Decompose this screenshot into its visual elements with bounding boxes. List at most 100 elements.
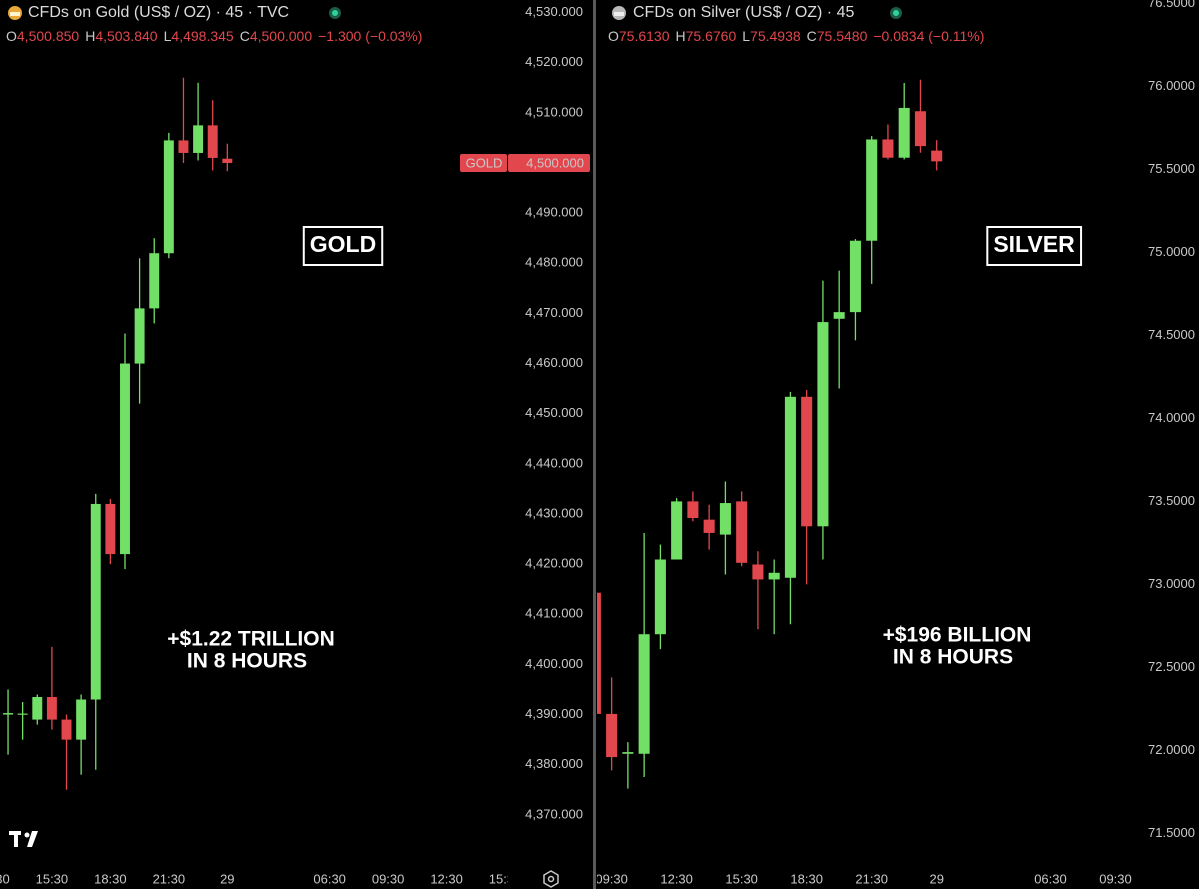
y-tick-label: 4,410.000 xyxy=(525,606,583,621)
candle-body xyxy=(3,713,14,715)
symbol-logo-bar xyxy=(614,12,624,16)
candle-body xyxy=(222,158,233,163)
candle-body xyxy=(719,503,731,535)
y-tick-label: 73.0000 xyxy=(1148,576,1195,591)
candle-body xyxy=(17,713,28,715)
candle-body xyxy=(622,752,634,754)
annotation: IN 8 HOURS xyxy=(893,646,1013,669)
x-tick-label: 09:30 xyxy=(595,871,628,886)
y-tick-label: 75.0000 xyxy=(1148,244,1195,259)
ohlc-key: L xyxy=(164,28,172,44)
candle-body xyxy=(193,125,204,153)
ohlc-value: 4,500.850 xyxy=(17,28,79,44)
y-tick-label: 76.0000 xyxy=(1148,78,1195,93)
candle-body xyxy=(178,140,189,153)
gold-plot: 12:30 15:30 18:30 21:30 29 06:30 09:30 12:30 15:… xyxy=(0,77,522,886)
y-tick-label: 4,420.000 xyxy=(525,556,583,571)
ohlc-key: L xyxy=(742,28,750,44)
y-tick-label: 4,510.000 xyxy=(525,104,583,119)
x-tick-label: 09:30 xyxy=(1099,871,1132,886)
candle-body xyxy=(46,697,57,720)
y-tick-label: 4,530.000 xyxy=(525,4,583,19)
y-tick-label: 4,450.000 xyxy=(525,405,583,420)
y-tick-label: 4,520.000 xyxy=(525,54,583,69)
price-tag-value: 4,500.000 xyxy=(526,155,584,170)
candle-body xyxy=(833,312,845,319)
candle-body xyxy=(120,363,130,555)
candle-body xyxy=(736,501,748,563)
annotation: +$1.22 TRILLION xyxy=(167,628,334,651)
y-tick-label: 75.5000 xyxy=(1148,161,1195,176)
ohlc-value: 4,498.345 xyxy=(171,28,233,44)
panel-divider xyxy=(593,0,596,889)
y-tick-label: 4,490.000 xyxy=(525,205,583,220)
y-tick-label: 4,390.000 xyxy=(525,706,583,721)
ohlc-change: −0.0834 (−0.11%) xyxy=(873,28,984,44)
candle-body xyxy=(638,634,650,754)
ohlc-key: O xyxy=(6,28,17,44)
x-tick-label: 18:30 xyxy=(94,871,127,886)
price-tag-bg xyxy=(508,153,590,172)
ohlc-value: 75.6760 xyxy=(686,28,737,44)
annotation: +$196 BILLION xyxy=(883,624,1032,647)
y-tick-label: 74.0000 xyxy=(1148,410,1195,425)
x-tick-label: 21:30 xyxy=(153,871,186,886)
label-box-text: GOLD xyxy=(310,231,376,257)
candle-body xyxy=(654,559,666,635)
ohlc-legend: O75.6130 H75.6760 L75.4938 C75.5480 −0.0834 … xyxy=(608,28,984,44)
candle-body xyxy=(817,322,829,527)
status-dot-core xyxy=(332,10,338,16)
candle-body xyxy=(784,396,796,578)
ohlc-key: H xyxy=(85,28,95,44)
x-tick-label: 12:30 xyxy=(0,871,10,886)
price-tag-name: GOLD xyxy=(466,155,503,170)
candle-body xyxy=(597,592,601,714)
x-tick-label: 15:30 xyxy=(725,871,758,886)
y-tick-label: 4,480.000 xyxy=(525,255,583,270)
settings-icon[interactable] xyxy=(543,870,559,888)
x-tick-label: 12:30 xyxy=(660,871,693,886)
candle-body xyxy=(866,139,878,241)
candle-body xyxy=(134,308,145,364)
ohlc-value: 75.5480 xyxy=(817,28,868,44)
y-tick-label: 72.0000 xyxy=(1148,742,1195,757)
ohlc-key: C xyxy=(807,28,817,44)
tv-logo xyxy=(9,831,38,847)
x-tick-label: 21:30 xyxy=(855,871,888,886)
annotation: IN 8 HOURS xyxy=(187,650,307,673)
candle-body xyxy=(149,253,160,309)
candle-body xyxy=(752,564,764,580)
label-box xyxy=(302,226,384,266)
ohlc-change: −1.300 (−0.03%) xyxy=(318,28,422,44)
symbol-title: CFDs on Gold (US$ / OZ) · 45 · TVC xyxy=(28,4,289,21)
y-tick-label: 71.5000 xyxy=(1148,825,1195,840)
candle-body xyxy=(163,140,174,254)
candle-body xyxy=(76,699,87,740)
y-tick-label: 73.5000 xyxy=(1148,493,1195,508)
x-tick-label: 29 xyxy=(929,871,943,886)
candle-body xyxy=(32,697,43,720)
ohlc-value: 75.6130 xyxy=(619,28,670,44)
y-tick-label: 4,470.000 xyxy=(525,305,583,320)
candle-body xyxy=(914,111,926,147)
x-tick-label: 06:30 xyxy=(1034,871,1067,886)
ohlc-key: H xyxy=(676,28,686,44)
label-box-text: SILVER xyxy=(993,231,1075,257)
ohlc-key: C xyxy=(240,28,250,44)
x-tick-label: 18:30 xyxy=(790,871,823,886)
x-tick-label: 09:30 xyxy=(372,871,405,886)
candle-body xyxy=(898,107,910,158)
y-tick-label: 4,460.000 xyxy=(525,355,583,370)
x-tick-label: 15:30 xyxy=(489,871,522,886)
status-dot-core xyxy=(893,10,899,16)
x-tick-label: 29 xyxy=(220,871,234,886)
y-tick-label: 4,370.000 xyxy=(525,806,583,821)
x-tick-label: 15:30 xyxy=(36,871,69,886)
y-tick-label: 4,430.000 xyxy=(525,505,583,520)
candle-body xyxy=(61,719,72,740)
candle-body xyxy=(931,150,943,162)
ohlc-value: 4,503.840 xyxy=(95,28,157,44)
candle-body xyxy=(90,503,101,700)
